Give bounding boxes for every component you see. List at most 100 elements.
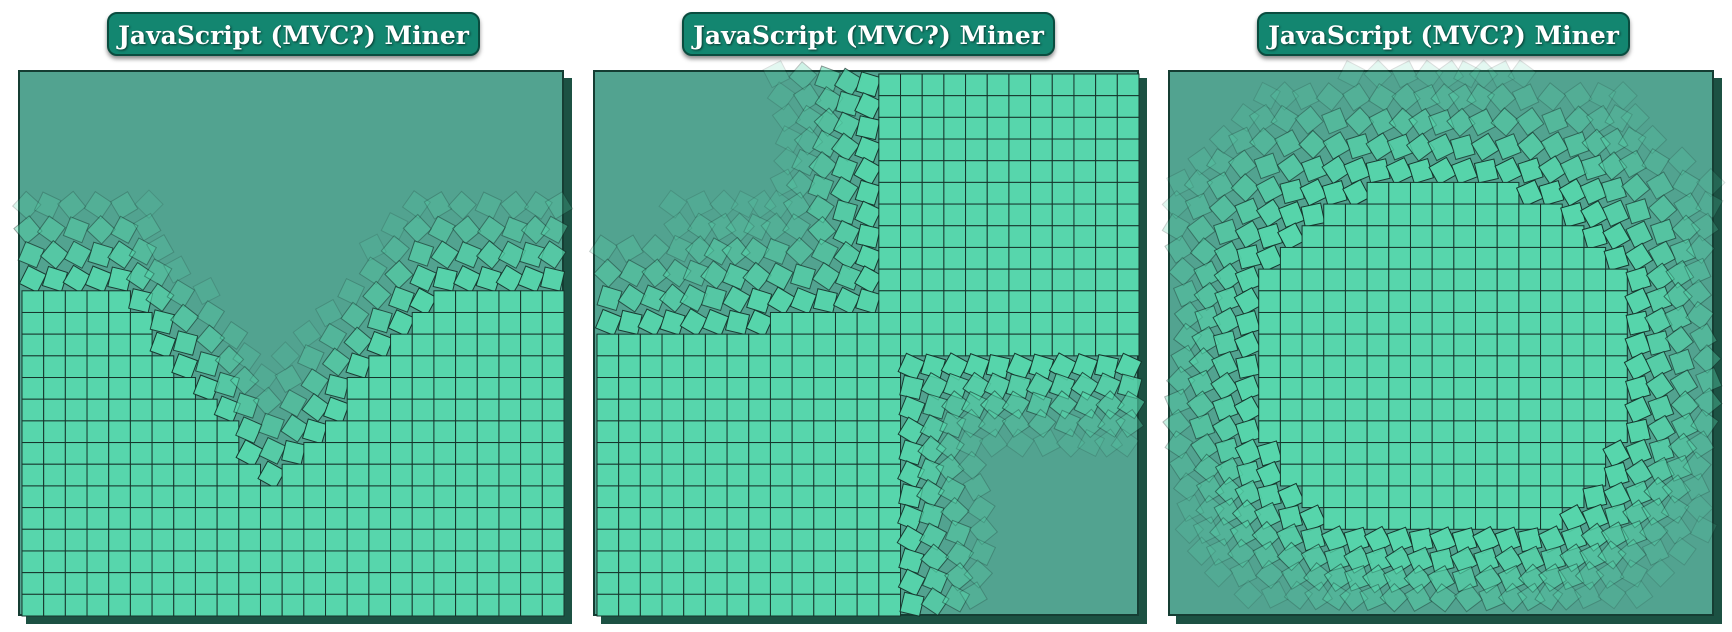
grid-tile[interactable] (87, 241, 114, 268)
grid-tile[interactable] (1206, 171, 1236, 200)
grid-tile[interactable] (108, 377, 131, 400)
grid-tile[interactable] (1073, 311, 1097, 335)
grid-tile[interactable] (346, 463, 370, 487)
grid-tile[interactable] (447, 190, 478, 221)
grid-tile[interactable] (897, 503, 925, 532)
grid-tile[interactable] (1388, 377, 1411, 400)
grid-tile[interactable] (1298, 504, 1327, 533)
grid-tile[interactable] (368, 377, 392, 400)
grid-tile[interactable] (878, 95, 902, 118)
grid-tile[interactable] (108, 420, 131, 444)
grid-tile[interactable] (1008, 95, 1032, 118)
grid-tile[interactable] (411, 528, 435, 552)
grid-tile[interactable] (1683, 257, 1712, 286)
grid-tile[interactable] (935, 453, 965, 484)
grid-tile[interactable] (921, 116, 945, 140)
grid-tile[interactable] (596, 507, 620, 530)
grid-tile[interactable] (151, 398, 175, 422)
grid-tile[interactable] (476, 420, 500, 444)
grid-tile[interactable] (43, 528, 66, 552)
grid-tile[interactable] (43, 290, 66, 313)
grid-tile[interactable] (639, 485, 663, 509)
grid-tile[interactable] (259, 572, 283, 595)
grid-tile[interactable] (943, 181, 967, 205)
grid-tile[interactable] (704, 463, 728, 487)
grid-tile[interactable] (1116, 246, 1140, 270)
grid-tile[interactable] (1536, 82, 1567, 112)
grid-tile[interactable] (1367, 82, 1397, 112)
grid-tile[interactable] (769, 507, 793, 530)
grid-tile[interactable] (682, 259, 710, 287)
grid-tile[interactable] (900, 138, 923, 162)
grid-tile[interactable] (596, 463, 620, 487)
grid-tile[interactable] (1475, 507, 1498, 530)
grid-tile[interactable] (900, 225, 923, 248)
grid-tile[interactable] (1574, 560, 1605, 591)
grid-tile[interactable] (325, 442, 348, 465)
grid-tile[interactable] (151, 377, 175, 400)
grid-tile[interactable] (661, 507, 685, 530)
grid-tile[interactable] (1668, 348, 1695, 376)
grid-tile[interactable] (151, 355, 175, 379)
grid-tile[interactable] (940, 496, 970, 527)
grid-tile[interactable] (325, 550, 348, 574)
grid-tile[interactable] (216, 420, 240, 444)
grid-tile[interactable] (748, 485, 771, 509)
grid-tile[interactable] (935, 431, 965, 462)
grid-tile[interactable] (856, 355, 880, 379)
grid-tile[interactable] (1516, 131, 1547, 161)
grid-tile[interactable] (43, 442, 66, 465)
grid-tile[interactable] (1540, 377, 1563, 400)
grid-tile[interactable] (1095, 73, 1118, 97)
grid-tile[interactable] (856, 528, 880, 552)
grid-tile[interactable] (1561, 246, 1585, 270)
grid-tile[interactable] (1366, 507, 1390, 530)
grid-tile[interactable] (829, 176, 859, 205)
grid-tile[interactable] (748, 420, 771, 444)
grid-tile[interactable] (1073, 333, 1097, 357)
grid-tile[interactable] (1625, 375, 1652, 402)
grid-tile[interactable] (1095, 333, 1118, 357)
grid-tile[interactable] (1251, 520, 1282, 551)
grid-tile[interactable] (615, 234, 644, 264)
grid-tile[interactable] (340, 301, 370, 331)
grid-tile[interactable] (454, 241, 482, 269)
grid-tile[interactable] (1660, 494, 1690, 524)
grid-tile[interactable] (476, 215, 507, 245)
grid-tile[interactable] (1008, 138, 1032, 162)
grid-tile[interactable] (325, 463, 348, 487)
grid-tile[interactable] (1051, 160, 1075, 183)
grid-tile[interactable] (21, 507, 45, 530)
grid-tile[interactable] (704, 333, 728, 357)
grid-tile[interactable] (854, 244, 882, 272)
grid-tile[interactable] (1174, 514, 1205, 545)
grid-tile[interactable] (878, 355, 902, 379)
grid-tile[interactable] (1580, 154, 1607, 181)
grid-tile[interactable] (940, 352, 970, 381)
grid-tile[interactable] (108, 593, 131, 617)
grid-tile[interactable] (108, 463, 131, 487)
grid-tile[interactable] (1164, 388, 1192, 416)
grid-tile[interactable] (594, 308, 623, 337)
grid-tile[interactable] (232, 341, 262, 372)
grid-tile[interactable] (1051, 95, 1075, 118)
grid-tile[interactable] (411, 420, 435, 444)
grid-tile[interactable] (1248, 103, 1278, 133)
grid-tile[interactable] (1301, 420, 1325, 444)
grid-tile[interactable] (1213, 240, 1243, 269)
grid-tile[interactable] (498, 442, 522, 465)
grid-tile[interactable] (1449, 546, 1479, 575)
grid-tile[interactable] (639, 355, 663, 379)
grid-tile[interactable] (944, 519, 972, 547)
grid-tile[interactable] (700, 260, 730, 290)
grid-tile[interactable] (658, 189, 688, 219)
grid-tile[interactable] (832, 199, 859, 226)
grid-tile[interactable] (1051, 333, 1075, 357)
grid-tile[interactable] (129, 420, 153, 444)
grid-tile[interactable] (1291, 82, 1320, 111)
grid-tile[interactable] (726, 463, 750, 487)
grid-tile[interactable] (943, 116, 967, 140)
grid-tile[interactable] (1366, 290, 1390, 313)
grid-tile[interactable] (834, 485, 858, 509)
grid-tile[interactable] (791, 572, 815, 595)
